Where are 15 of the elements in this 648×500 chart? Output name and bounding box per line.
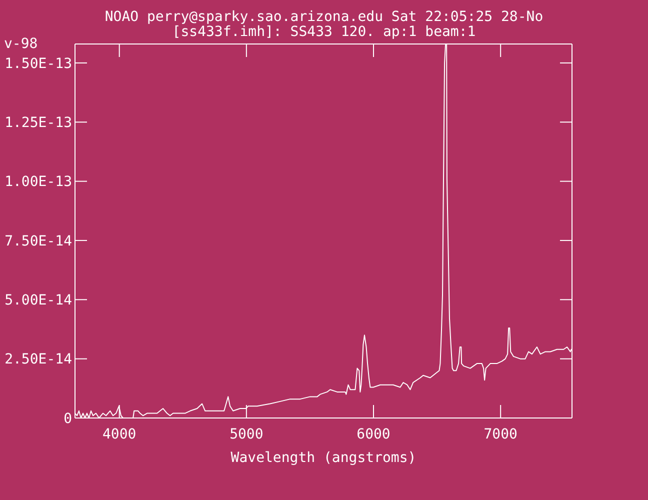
- chart-subtitle: [ss433f.imh]: SS433 120. ap:1 beam:1: [172, 24, 476, 40]
- y-tick-label: 1.25E-13: [4, 115, 72, 132]
- x-tick-label: 7000: [484, 426, 518, 442]
- text: v-98: [4, 36, 38, 52]
- x-axis-title: Wavelength (angstroms): [230, 450, 416, 466]
- chart-title: NOAO perry@sparky.sao.arizona.edu Sat 22:05:25 28-No: [104, 9, 544, 25]
- y-tick-label: 1.50E-13: [4, 56, 72, 72]
- x-tick-label: 5000: [230, 426, 264, 442]
- x-tick-label: 4000: [102, 426, 136, 442]
- y-tick-label: 5.00E-14: [4, 292, 72, 309]
- y-tick-label: 0: [64, 410, 72, 427]
- y-tick-label: 1.00E-13: [4, 174, 72, 190]
- x-tick-label: 6000: [356, 426, 390, 442]
- y-tick-label: 2.50E-14: [4, 352, 72, 368]
- y-tick-label: 7.50E-14: [4, 233, 72, 250]
